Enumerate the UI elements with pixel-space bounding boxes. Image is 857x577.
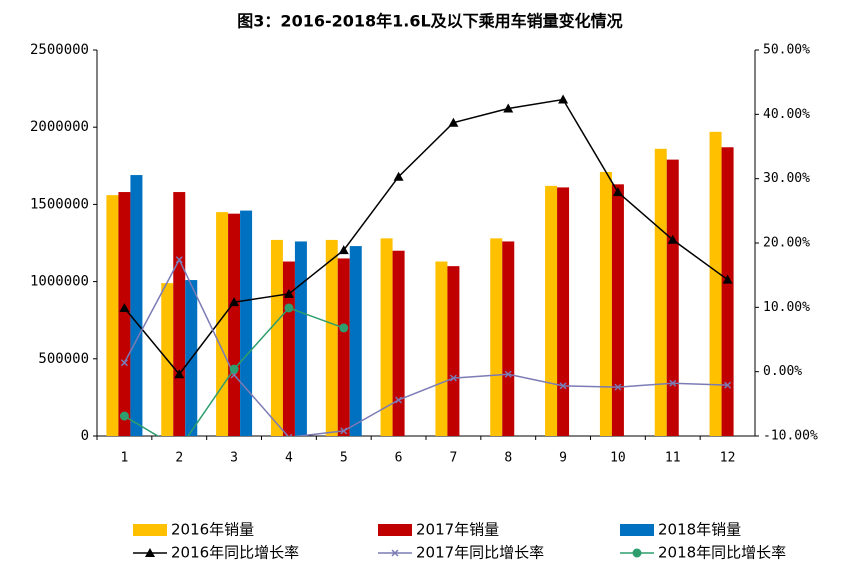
x-tick-label: 11 <box>665 451 681 466</box>
y-tick-label: 1000000 <box>30 274 89 290</box>
x-tick-label: 5 <box>340 451 348 466</box>
bar <box>435 261 448 436</box>
marker <box>449 374 457 382</box>
marker <box>393 171 404 181</box>
bar <box>557 187 570 436</box>
bar <box>270 239 283 436</box>
bar <box>349 246 362 436</box>
marker <box>503 103 514 113</box>
x-tick-label: 6 <box>395 451 403 466</box>
marker <box>283 288 294 298</box>
bar <box>216 212 229 436</box>
chart-title: 图3：2016-2018年1.6L及以下乘用车销量变化情况 <box>237 12 622 31</box>
y2-tick-label: 30.00% <box>763 171 810 186</box>
x-tick-label: 7 <box>450 451 458 466</box>
marker <box>504 370 512 378</box>
legend-label: 2017年销量 <box>416 521 499 539</box>
bar <box>721 147 734 436</box>
marker <box>448 117 459 127</box>
marker <box>119 302 130 312</box>
x-tick-label: 3 <box>230 451 238 466</box>
line <box>123 258 728 436</box>
bar <box>490 238 503 436</box>
y2-tick-label: -10.00% <box>763 429 818 444</box>
legend-swatch <box>133 524 167 536</box>
y2-tick-label: 50.00% <box>763 43 810 58</box>
bar <box>337 258 350 436</box>
y2-tick-label: 40.00% <box>763 107 810 122</box>
marker <box>229 364 239 374</box>
legend-label: 2017年同比增长率 <box>416 544 544 562</box>
legend-swatch <box>378 524 412 536</box>
marker <box>340 427 348 435</box>
bar <box>709 131 722 436</box>
bar <box>654 148 667 437</box>
y-tick-label: 1500000 <box>30 196 89 212</box>
x-tick-label: 1 <box>121 451 129 466</box>
marker <box>285 433 293 436</box>
marker <box>145 548 155 557</box>
y2-tick-label: 0.00% <box>763 364 802 379</box>
marker <box>724 381 732 389</box>
legend-label: 2018年销量 <box>658 521 741 539</box>
marker <box>391 549 399 557</box>
legend-swatch <box>620 524 654 536</box>
bar <box>282 261 295 436</box>
y2-tick-label: 20.00% <box>763 236 810 251</box>
bar <box>611 184 624 436</box>
bar <box>240 210 253 436</box>
bar <box>130 175 143 436</box>
marker <box>667 234 678 244</box>
marker <box>284 303 294 313</box>
bar <box>545 185 558 436</box>
marker <box>722 274 733 284</box>
y-tick-label: 2500000 <box>30 42 89 58</box>
marker <box>614 383 622 391</box>
bar <box>173 192 186 436</box>
legend-label: 2016年销量 <box>171 521 254 539</box>
marker <box>339 323 349 333</box>
y-tick-label: 500000 <box>38 351 89 367</box>
bar <box>380 238 393 436</box>
marker <box>632 548 642 558</box>
x-tick-label: 9 <box>559 451 567 466</box>
marker <box>558 94 569 104</box>
bar <box>228 213 241 436</box>
marker <box>120 359 128 367</box>
line-layer <box>119 94 733 436</box>
bar <box>599 171 612 436</box>
y2-tick-label: 10.00% <box>763 300 810 315</box>
bar <box>666 159 679 436</box>
bar <box>325 239 338 436</box>
line <box>123 98 729 376</box>
legend-label: 2018年同比增长率 <box>658 544 786 562</box>
marker <box>395 396 403 404</box>
bar <box>118 192 131 436</box>
bar <box>392 250 405 436</box>
marker <box>174 369 185 379</box>
y-tick-label: 0 <box>81 428 89 444</box>
bar <box>294 241 307 436</box>
marker <box>612 187 623 197</box>
y-tick-label: 2000000 <box>30 119 89 135</box>
marker <box>175 256 183 264</box>
x-tick-label: 2 <box>175 451 183 466</box>
x-tick-label: 12 <box>720 451 736 466</box>
x-tick-label: 4 <box>285 451 293 466</box>
marker <box>119 411 129 421</box>
legend-label: 2016年同比增长率 <box>171 544 299 562</box>
marker <box>338 245 349 255</box>
x-tick-label: 10 <box>610 451 626 466</box>
marker <box>559 382 567 390</box>
x-tick-label: 8 <box>504 451 512 466</box>
marker <box>229 297 240 307</box>
bar <box>447 266 460 436</box>
bar <box>502 241 515 436</box>
bar <box>106 195 119 436</box>
marker <box>669 379 677 387</box>
